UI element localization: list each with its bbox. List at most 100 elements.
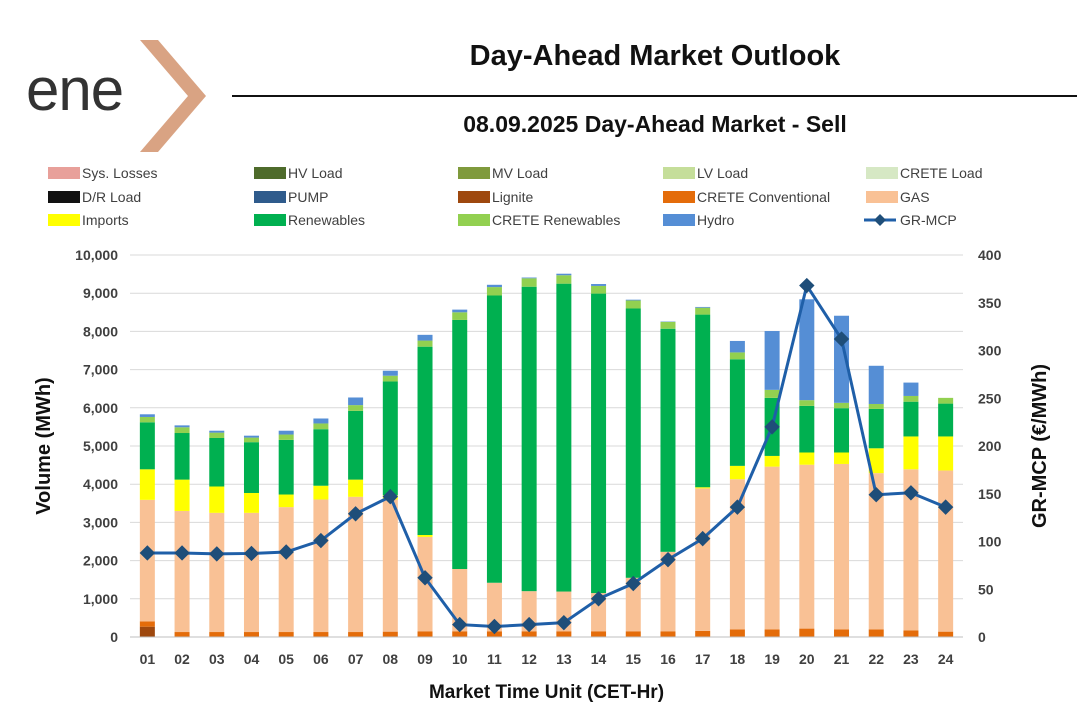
bar-segment — [764, 389, 780, 398]
y2-tick-label: 300 — [978, 343, 1002, 359]
bar-segment — [278, 430, 294, 435]
bar-segment — [243, 492, 259, 513]
bar-segment — [278, 494, 294, 508]
bar-segment — [556, 631, 572, 637]
bar-segment — [486, 295, 502, 583]
legend-label: Sys. Losses — [82, 165, 157, 181]
bar-segment — [486, 284, 502, 288]
bar-segment — [348, 397, 364, 406]
bar-segment — [417, 334, 433, 341]
bar-segment — [452, 312, 468, 320]
bar-segment — [521, 286, 537, 592]
bar-segment — [209, 437, 225, 487]
x-tick-label: 01 — [140, 651, 156, 667]
x-tick-label: 15 — [625, 651, 641, 667]
bar-segment — [938, 397, 954, 404]
bar-segment — [938, 631, 954, 637]
legend-label: Hydro — [697, 212, 735, 228]
y-tick-label: 6,000 — [83, 400, 118, 416]
bar-segment — [174, 632, 190, 637]
legend-label: HV Load — [288, 165, 342, 181]
bar-segment — [695, 314, 711, 488]
mcp-point — [799, 277, 815, 294]
bar-segment — [556, 283, 572, 592]
bar-segment — [382, 499, 398, 632]
x-tick-label: 09 — [417, 651, 433, 667]
bar-segment — [868, 473, 884, 630]
y-tick-label: 9,000 — [83, 285, 118, 301]
mcp-point — [903, 485, 919, 501]
bar-segment — [452, 631, 468, 637]
bar-segment — [452, 569, 468, 632]
y-axis-title: Volume (MWh) — [33, 377, 55, 514]
bar-segment — [382, 370, 398, 376]
bar-segment — [556, 273, 572, 276]
bar-segment — [660, 328, 676, 552]
bar-segment — [625, 308, 641, 578]
bar-segment — [799, 400, 815, 406]
y2-tick-label: 150 — [978, 486, 1002, 502]
legend-swatch — [48, 191, 80, 203]
bar-segment — [313, 499, 329, 633]
bar-segment — [243, 442, 259, 493]
bar-segment — [348, 405, 364, 411]
bar-segment — [313, 418, 329, 424]
bar-segment — [486, 582, 502, 632]
mcp-point — [278, 544, 294, 560]
bar-segment — [591, 285, 607, 294]
bar-segment — [625, 631, 641, 637]
legend-label: GR-MCP — [900, 212, 957, 228]
legend-swatch — [48, 214, 80, 226]
bar-segment — [799, 452, 815, 465]
bar-segment — [209, 430, 225, 433]
bar-segment — [695, 307, 711, 315]
mcp-point — [243, 545, 260, 562]
mcp-point — [590, 591, 607, 607]
bar-segment — [903, 395, 919, 402]
y-tick-label: 1,000 — [83, 591, 118, 607]
legend-label: MV Load — [492, 165, 548, 181]
bar-segment — [174, 425, 190, 428]
legend-swatch — [458, 214, 490, 226]
bar-segment — [729, 629, 745, 637]
bar-segment — [660, 551, 676, 632]
y2-tick-label: 350 — [978, 295, 1002, 311]
bar-segment — [903, 382, 919, 396]
bar-segment — [139, 469, 155, 500]
mcp-point — [764, 419, 780, 435]
bar-segment — [278, 507, 294, 633]
bar-segment — [660, 631, 676, 637]
bar-segment — [903, 401, 919, 437]
logo-x-mark — [140, 40, 206, 152]
bar-segment — [834, 402, 850, 409]
x-tick-label: 05 — [278, 651, 294, 667]
mcp-point — [452, 616, 468, 633]
mcp-point — [209, 546, 225, 562]
bar-segment — [174, 427, 190, 434]
y2-tick-label: 400 — [978, 247, 1002, 263]
bar-segment — [868, 629, 884, 637]
y-tick-label: 7,000 — [83, 362, 118, 378]
x-tick-label: 11 — [487, 651, 502, 667]
bar-segment — [729, 465, 745, 480]
mcp-point — [729, 499, 746, 515]
mcp-point — [417, 570, 433, 586]
legend-label: Imports — [82, 212, 129, 228]
x-tick-label: 19 — [764, 651, 780, 667]
bar-segment — [834, 463, 850, 630]
bar-segment — [868, 408, 884, 449]
bar-segment — [452, 309, 468, 313]
bar-segment — [591, 284, 607, 286]
bar-segment — [834, 629, 850, 637]
mcp-point — [937, 499, 954, 515]
mcp-point — [139, 545, 156, 561]
page-title: Day-Ahead Market Outlook — [469, 40, 841, 72]
y2-axis-title: GR-MCP (€/MWh) — [1029, 364, 1051, 528]
bar-segment — [243, 435, 259, 438]
legend-swatch — [458, 191, 490, 203]
y2-tick-label: 250 — [978, 390, 1002, 406]
bar-segment — [139, 626, 155, 637]
bar-segment — [417, 631, 433, 637]
x-tick-label: 10 — [452, 651, 468, 667]
